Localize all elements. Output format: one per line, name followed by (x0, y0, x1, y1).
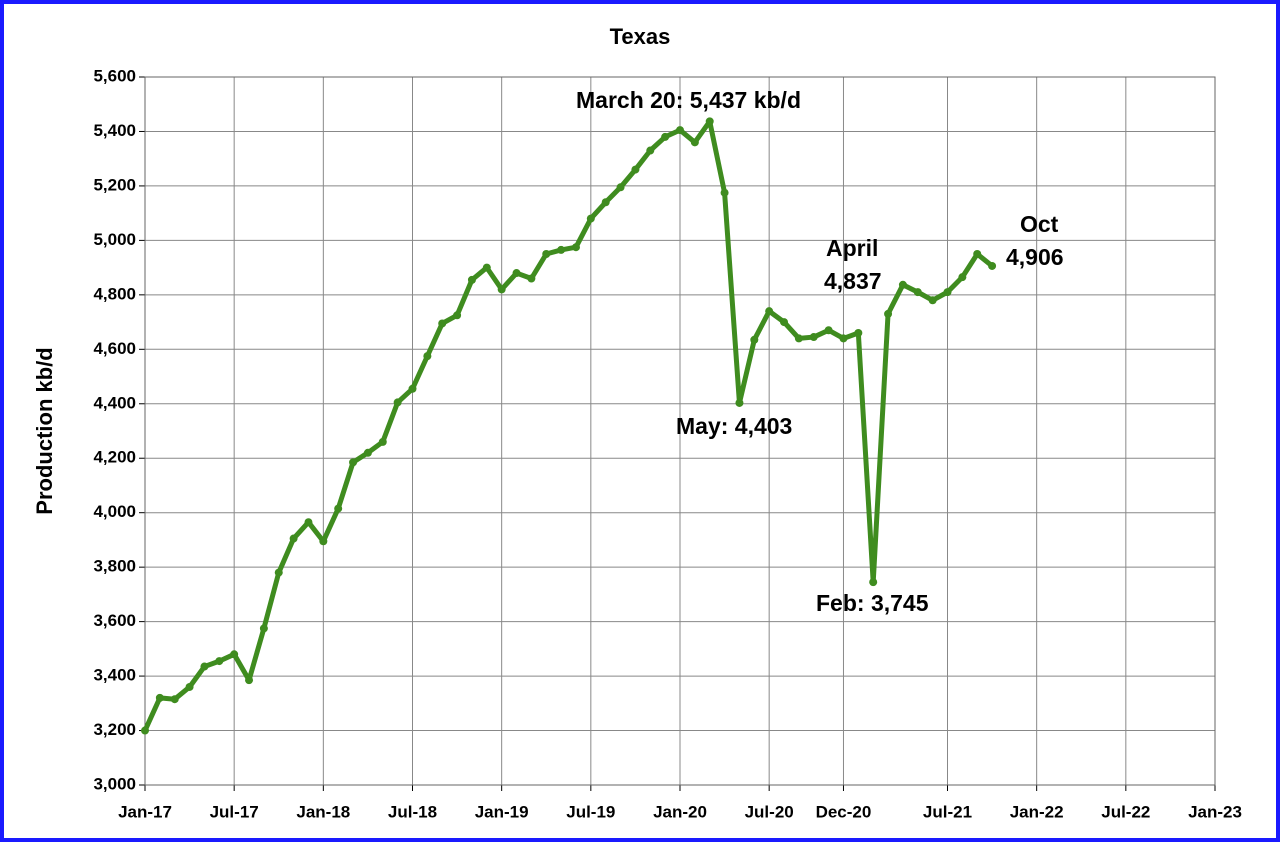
point (735, 398, 744, 407)
point (423, 352, 432, 361)
point (467, 275, 476, 284)
y-tick-label: 4,600 (93, 339, 136, 358)
point (497, 285, 506, 294)
x-tick-label: Jan-22 (1010, 802, 1064, 821)
point (780, 318, 789, 327)
point (720, 188, 729, 197)
point (527, 274, 536, 283)
y-tick-label: 5,600 (93, 66, 136, 85)
x-tick-label: Jul-17 (210, 802, 259, 821)
y-axis-label: Production kb/d (32, 347, 57, 514)
point (438, 319, 447, 328)
point (928, 296, 937, 305)
y-tick-label: 3,400 (93, 666, 136, 685)
annotation: 4,906 (1006, 244, 1064, 270)
y-tick-label: 4,000 (93, 502, 136, 521)
point (512, 269, 521, 278)
x-tick-label: Jul-22 (1101, 802, 1150, 821)
point (245, 676, 254, 685)
point (170, 695, 179, 704)
point (289, 534, 298, 543)
point (319, 537, 328, 546)
point (705, 117, 714, 126)
y-tick-label: 5,400 (93, 121, 136, 140)
point (393, 398, 402, 407)
point (334, 504, 343, 513)
x-tick-label: Jan-18 (296, 802, 350, 821)
point (259, 624, 268, 633)
annotation: April (826, 235, 878, 261)
x-tick-label: Dec-20 (816, 802, 872, 821)
point (884, 309, 893, 318)
x-tick-label: Jul-21 (923, 802, 972, 821)
x-tick-label: Jan-23 (1188, 802, 1242, 821)
point (690, 138, 699, 147)
x-tick-label: Jan-20 (653, 802, 707, 821)
x-tick-label: Jan-17 (118, 802, 172, 821)
point (215, 657, 224, 666)
point (408, 384, 417, 393)
annotation: Feb: 3,745 (816, 590, 929, 616)
point (601, 198, 610, 207)
point (809, 333, 818, 342)
point (869, 578, 878, 587)
y-tick-label: 3,000 (93, 774, 136, 793)
y-tick-label: 3,800 (93, 557, 136, 576)
point (453, 311, 462, 320)
y-tick-label: 4,400 (93, 393, 136, 412)
point (571, 243, 580, 252)
point (958, 273, 967, 282)
point (988, 261, 997, 270)
y-tick-label: 3,600 (93, 611, 136, 630)
point (155, 693, 164, 702)
point (200, 662, 209, 671)
y-tick-label: 4,200 (93, 448, 136, 467)
line (142, 118, 994, 732)
point (661, 132, 670, 141)
point (542, 250, 551, 258)
point (973, 250, 982, 258)
point (185, 682, 194, 691)
x-tick-label: Jul-18 (388, 802, 437, 821)
point (274, 568, 283, 577)
point (646, 146, 655, 155)
point (586, 214, 595, 223)
point (363, 448, 372, 457)
point (230, 650, 239, 659)
x-tick-label: Jan-19 (475, 802, 529, 821)
annotation: 4,837 (824, 268, 882, 294)
point (304, 518, 313, 527)
y-tick-label: 5,200 (93, 175, 136, 194)
point (854, 328, 863, 337)
point (676, 126, 684, 135)
point (913, 288, 922, 297)
point (839, 334, 848, 343)
point (141, 726, 149, 735)
point (378, 437, 387, 446)
annotation: May: 4,403 (676, 413, 792, 439)
point (482, 263, 491, 272)
annotation: Oct (1020, 211, 1059, 237)
chart-title: Texas (610, 24, 671, 49)
x-tick-label: Jul-19 (566, 802, 615, 821)
annotation: March 20: 5,437 kb/d (576, 87, 801, 113)
y-tick-label: 4,800 (93, 284, 136, 303)
x-tick-label: Jul-20 (745, 802, 794, 821)
point (765, 307, 774, 316)
plot-frame (144, 76, 1216, 786)
point (349, 458, 358, 467)
y-tick-label: 5,000 (93, 230, 136, 249)
point (794, 334, 803, 343)
point (750, 335, 759, 344)
point (557, 245, 566, 254)
point (631, 165, 640, 174)
point (898, 280, 907, 289)
point (824, 326, 833, 335)
point (943, 288, 952, 297)
point (616, 183, 625, 192)
y-tick-label: 3,200 (93, 720, 136, 739)
